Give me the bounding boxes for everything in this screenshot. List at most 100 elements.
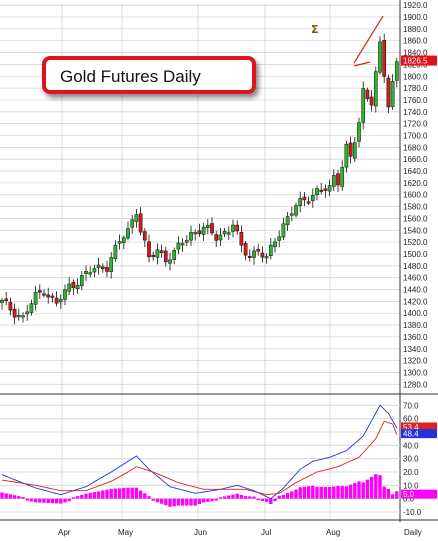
- histogram-bar: [33, 498, 38, 503]
- candlestick: [252, 246, 256, 265]
- macd-value-label: 48.4: [403, 430, 419, 439]
- price-tick-label: 1280.0: [403, 380, 428, 389]
- candlestick: [16, 308, 21, 321]
- candlestick: [315, 185, 319, 201]
- price-tick-label: 1880.0: [403, 25, 428, 34]
- candlestick: [323, 184, 328, 198]
- histogram-bar: [348, 484, 353, 499]
- histogram-bar: [147, 496, 151, 499]
- macd-value-label: 53.4: [403, 423, 419, 432]
- histogram-bar: [12, 495, 17, 499]
- histogram-bar: [172, 498, 176, 507]
- month-tick-label: Aug: [326, 528, 340, 537]
- candlestick: [84, 265, 88, 281]
- candlestick: [243, 241, 248, 261]
- price-tick-label: 1520.0: [403, 238, 428, 247]
- histogram-bar: [193, 498, 197, 506]
- candlestick: [306, 196, 311, 206]
- histogram-bar: [357, 481, 361, 499]
- histogram-bar: [143, 493, 147, 499]
- histogram-bar: [168, 498, 172, 507]
- macd-tick-label: 20.0: [403, 468, 419, 477]
- candlestick: [319, 183, 324, 195]
- trendlines: [353, 15, 384, 67]
- histogram-bar: [126, 487, 130, 499]
- histogram-bar: [290, 491, 294, 499]
- histogram-bar: [378, 475, 382, 499]
- histogram-bar: [80, 494, 84, 499]
- price-tick-label: 1640.0: [403, 167, 428, 176]
- histogram-bar: [50, 498, 55, 504]
- histogram-bar: [248, 496, 252, 499]
- histogram-bar: [311, 485, 315, 499]
- candlestick: [273, 238, 277, 253]
- candlestick: [231, 219, 235, 238]
- price-tick-label: 1620.0: [403, 179, 428, 188]
- candlestick: [394, 57, 399, 88]
- histogram-bar: [231, 494, 235, 499]
- time-axis: Apr May Jun Jul Aug Daily: [58, 528, 422, 537]
- trendline-upper: [353, 15, 384, 64]
- histogram-bar: [105, 489, 109, 499]
- candlestick: [67, 277, 72, 296]
- histogram-bar: [88, 492, 92, 499]
- candlestick: [134, 208, 139, 228]
- candlestick: [117, 234, 122, 250]
- candlestick: [50, 293, 55, 303]
- candlestick: [357, 117, 361, 148]
- histogram-bar: [323, 486, 328, 499]
- candlestick: [168, 252, 172, 271]
- candlestick: [352, 137, 357, 162]
- candlestick: [247, 249, 252, 262]
- histogram-bar: [395, 491, 399, 499]
- histogram-bar: [298, 487, 302, 499]
- candlestick: [264, 253, 269, 264]
- histogram-bar: [336, 485, 340, 499]
- candlestick: [260, 246, 265, 263]
- histogram-bar: [369, 476, 374, 499]
- macd-tick-label: -10.0: [403, 508, 422, 517]
- histogram-bar: [155, 498, 160, 503]
- indicator-marker-icon: Σ: [311, 23, 319, 36]
- price-tick-label: 1540.0: [403, 226, 428, 235]
- candlestick: [310, 188, 315, 208]
- histogram-bar: [256, 498, 260, 501]
- price-tick-label: 1860.0: [403, 37, 428, 46]
- candlestick: [33, 285, 38, 311]
- histogram-bar: [151, 498, 155, 501]
- histogram-bar: [180, 498, 185, 506]
- price-tick-label: 1740.0: [403, 108, 428, 117]
- histogram-bar: [197, 498, 202, 504]
- histogram-bar: [122, 488, 126, 499]
- price-tick-label: 1800.0: [403, 72, 428, 81]
- candlestick: [88, 266, 93, 278]
- candlestick: [21, 312, 25, 323]
- candlestick: [71, 279, 76, 295]
- candlestick: [235, 220, 240, 235]
- histogram-bar: [138, 490, 143, 499]
- histogram-bar: [243, 496, 248, 499]
- histogram-bar: [210, 498, 214, 502]
- candlestick: [109, 251, 114, 279]
- month-tick-label: May: [118, 528, 133, 537]
- price-tick-label: 1680.0: [403, 143, 428, 152]
- histogram-bar: [281, 494, 286, 499]
- histogram-bar: [277, 495, 281, 499]
- candlestick: [226, 226, 231, 240]
- histogram-bar: [130, 487, 134, 499]
- histogram-bar: [164, 498, 168, 506]
- histogram-bar: [117, 488, 122, 499]
- candlestick: [121, 235, 126, 250]
- histogram-bar: [344, 486, 349, 499]
- histogram-bar: [273, 498, 277, 502]
- histogram-bar: [29, 498, 34, 502]
- histogram-bar: [319, 486, 323, 499]
- macd-tick-label: 0.0: [403, 495, 415, 504]
- histogram-bar: [201, 498, 206, 503]
- histogram-bar: [382, 486, 386, 499]
- price-tick-label: 1420.0: [403, 297, 428, 306]
- price-tick-label: 1780.0: [403, 84, 428, 93]
- candlestick: [390, 74, 395, 110]
- candlestick: [29, 299, 34, 316]
- histogram-bar: [227, 495, 231, 499]
